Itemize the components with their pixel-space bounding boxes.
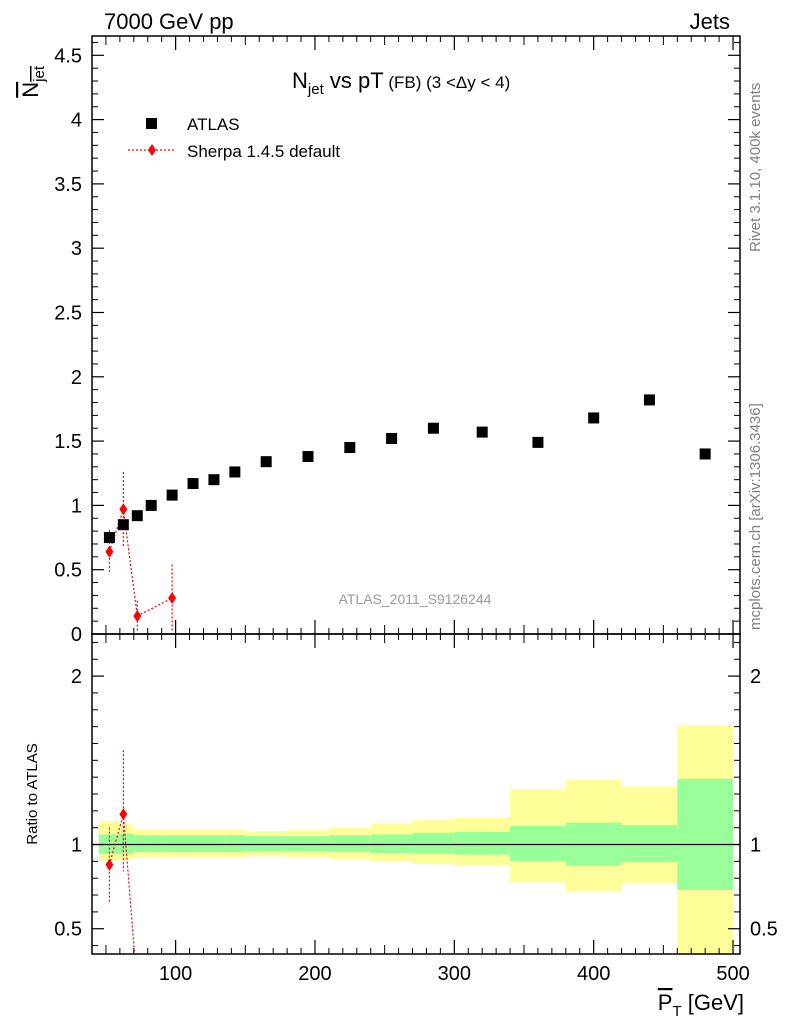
atlas-point: [386, 433, 398, 445]
analysis-label: ATLAS_2011_S9126244: [339, 591, 492, 607]
ratio-band-inner: [510, 826, 566, 862]
ratio-band-inner: [454, 831, 511, 855]
main-y-label: Njet: [18, 65, 48, 98]
legend: ATLAS Sherpa 1.4.5 default: [128, 115, 340, 161]
main-y-tick-label: 1.5: [54, 431, 82, 453]
main-y-tick-label: 3: [71, 238, 82, 260]
chart-title-main: N: [292, 68, 308, 93]
ratio-data-points: [105, 750, 141, 994]
atlas-point: [187, 478, 199, 490]
ratio-mc-point: [133, 982, 141, 994]
chart-title-small: (FB) (3 <Δy < 4): [384, 73, 511, 92]
chart-title: Njet vs pT (FB) (3 <Δy < 4): [292, 68, 510, 98]
atlas-point: [699, 448, 711, 460]
main-y-tick-label: 2: [71, 367, 82, 389]
header-right: Jets: [690, 9, 730, 34]
atlas-point: [131, 510, 143, 522]
side-label-rivet: Rivet 3.1.10, 400k events: [747, 83, 764, 252]
chart-title-rest: vs pT: [324, 68, 384, 93]
ratio-y-tick-label-right: 0.5: [750, 919, 778, 941]
main-y-label-sub: jet: [31, 65, 48, 83]
atlas-point: [532, 436, 544, 448]
ratio-band-inner: [161, 835, 183, 853]
mc-point: [133, 609, 142, 622]
ratio-band-inner: [677, 778, 734, 890]
ratio-band-inner: [370, 834, 413, 853]
ratio-band-inner: [287, 836, 329, 852]
atlas-point: [103, 532, 115, 544]
atlas-point: [260, 456, 272, 468]
x-axis: 100 200 300 400 500: [105, 36, 750, 985]
ratio-y-tick-label-right: 1: [750, 835, 761, 857]
x-axis-label-main: P: [658, 990, 673, 1015]
ratio-y-label: Ratio to ATLAS: [24, 743, 41, 844]
ratio-mc-point: [105, 858, 114, 871]
x-tick-label: 400: [577, 963, 610, 985]
main-y-tick-label: 0: [71, 624, 82, 646]
x-axis-label-unit: [GeV]: [682, 990, 744, 1015]
ratio-y-tick-label: 0.5: [54, 919, 82, 941]
x-tick-label: 300: [438, 963, 471, 985]
ratio-band-inner: [245, 836, 288, 852]
ratio-band-inner: [621, 825, 678, 863]
ratio-band-inner: [224, 835, 246, 853]
ratio-band-inner: [147, 835, 162, 853]
main-y-axis: 0 0.5 1 1.5 2 2.5 3 3.5 4 4.5: [54, 41, 740, 646]
atlas-point: [229, 466, 241, 478]
ratio-bands: [92, 724, 740, 954]
legend-sherpa-marker: [148, 144, 156, 156]
ratio-band-inner: [203, 835, 225, 853]
ratio-y-tick-label: 1: [71, 835, 82, 857]
atlas-point: [643, 394, 655, 406]
ratio-y-tick-label-right: 2: [750, 666, 761, 688]
main-data-points: [103, 394, 711, 632]
ratio-y-axis: 0.5 0.5 1 1 2 2: [54, 641, 778, 947]
mc-point: [105, 545, 114, 558]
ratio-y-tick-label: 2: [71, 666, 82, 688]
legend-atlas-marker: [146, 118, 157, 129]
ratio-band-inner: [328, 835, 371, 853]
chart-title-sub: jet: [307, 81, 325, 98]
main-y-tick-label: 2.5: [54, 302, 82, 324]
x-axis-label-sub: T: [672, 1003, 681, 1020]
mc-point: [168, 591, 177, 604]
legend-sherpa-label: Sherpa 1.4.5 default: [187, 142, 340, 161]
atlas-point: [302, 451, 314, 463]
atlas-point: [166, 489, 178, 501]
atlas-point: [117, 519, 129, 531]
header-left: 7000 GeV pp: [104, 9, 234, 34]
ratio-band-inner: [133, 835, 148, 853]
atlas-point: [208, 474, 220, 486]
main-y-tick-label: 0.5: [54, 560, 82, 582]
x-tick-label: 200: [298, 963, 331, 985]
main-y-tick-label: 4.5: [54, 45, 82, 67]
ratio-band-inner: [182, 835, 204, 853]
main-y-tick-label: 1: [71, 495, 82, 517]
main-y-tick-label: 4: [71, 110, 82, 132]
main-y-label-main: N: [18, 82, 43, 98]
side-label-mcplots: mcplots.cern.ch [arXiv:1306.3436]: [747, 403, 764, 630]
mc-point: [119, 503, 128, 516]
atlas-point: [145, 499, 157, 511]
x-axis-label: PT [GeV]: [658, 990, 744, 1020]
x-tick-label: 500: [716, 963, 749, 985]
ratio-mc-point: [119, 808, 128, 821]
ratio-band-inner: [412, 832, 455, 854]
atlas-point: [427, 422, 439, 434]
x-tick-label: 100: [159, 963, 192, 985]
main-y-tick-label: 3.5: [54, 174, 82, 196]
atlas-point: [344, 442, 356, 454]
legend-atlas-label: ATLAS: [187, 115, 240, 134]
atlas-point: [588, 412, 600, 424]
main-panel: 0 0.5 1 1.5 2 2.5 3 3.5 4 4.5 0.5 0.5 1 1 2 2 100 200 30…: [54, 35, 778, 994]
atlas-point: [476, 426, 488, 438]
